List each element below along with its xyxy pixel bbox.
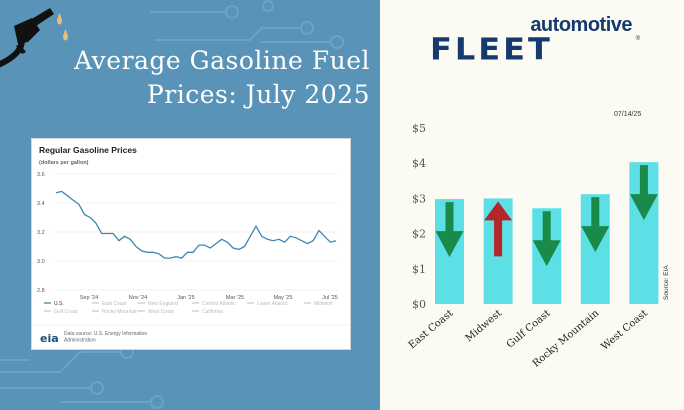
eia-logo: eia [40, 332, 59, 345]
eia-y-axis: 3.6 3.4 3.2 3.0 2.8 [37, 172, 45, 294]
eia-chart-card: Regular Gasoline Prices (dollars per gal… [31, 138, 351, 350]
eia-chart-subtitle: (dollars per gallon) [39, 160, 89, 166]
page-title: Average Gasoline Fuel Prices: July 2025 [40, 44, 370, 112]
eia-legend-item: New England [148, 301, 178, 307]
bar-y-tick-label: $4 [412, 157, 426, 170]
eia-line-chart: Regular Gasoline Prices (dollars per gal… [32, 145, 350, 345]
bar-y-tick-label: $2 [412, 228, 426, 241]
bar-y-axis: $0 $1 $2 $3 $4 $5 [412, 122, 426, 311]
eia-y-tick-label: 3.0 [37, 259, 45, 265]
eia-chart-title: Regular Gasoline Prices [39, 145, 137, 155]
eia-x-tick-label: Mar '25 [226, 295, 244, 301]
eia-legend-item: East Coast [102, 301, 127, 307]
left-panel: Average Gasoline Fuel Prices: July 2025 … [0, 0, 380, 410]
eia-x-axis: Sep '24 Nov '24 Jan '25 Mar '25 May '25 Jul '… [80, 295, 338, 301]
down-arrow-icon [581, 197, 610, 253]
automotive-fleet-logo: automotive FLEET ® [426, 14, 640, 68]
bar-x-tick-label: Gulf Coast [505, 308, 553, 351]
eia-source: Data source: U.S. Energy Information Admi… [64, 331, 147, 344]
page-title-line1: Average Gasoline Fuel [74, 46, 370, 75]
eia-x-tick-label: Nov '24 [129, 295, 147, 301]
logo-registered-mark: ® [635, 36, 640, 42]
eia-y-tick-label: 3.2 [37, 230, 45, 236]
eia-legend-item: Gulf Coast [54, 309, 78, 315]
bar-y-tick-label: $5 [412, 122, 426, 135]
eia-source-line: Administration [64, 338, 96, 344]
right-panel: automotive FLEET ® 07/14/25 $0 $1 $2 $3 $4 $5… [380, 0, 684, 410]
regional-bar-chart: 07/14/25 $0 $1 $2 $3 $4 $5 East Coast Midwest G… [407, 111, 670, 370]
eia-legend-item: U.S. [54, 301, 64, 307]
down-arrow-icon [532, 211, 561, 267]
eia-legend-item: Central Atlantic [202, 301, 236, 307]
eia-source-line: Data source: U.S. Energy Information [64, 331, 147, 337]
eia-legend: U.S. East Coast New England Central Atlanti… [44, 301, 333, 315]
eia-legend-item: California [202, 309, 223, 315]
bar-x-tick-label: West Coast [599, 308, 649, 353]
eia-legend-item: Lower Atlantic [257, 301, 289, 307]
bar-direction-arrows [435, 165, 658, 267]
page-title-line2: Prices: July 2025 [146, 80, 370, 109]
bar-y-tick-label: $3 [412, 192, 426, 205]
bar-y-tick-label: $1 [412, 263, 426, 276]
eia-grid [54, 173, 338, 291]
eia-legend-item: Rocky Mountain [102, 309, 138, 315]
up-arrow-icon [484, 201, 513, 257]
eia-x-tick-label: Jul '25 [322, 295, 338, 301]
bar-x-tick-label: East Coast [407, 308, 456, 351]
bar-source: Source: EIA [663, 265, 670, 300]
eia-y-tick-label: 2.8 [37, 288, 45, 294]
fuel-nozzle-icon [0, 8, 68, 68]
logo-main-text: FLEET [430, 30, 553, 68]
logo-top-text: automotive [530, 14, 632, 36]
eia-series-line-us [55, 190, 337, 259]
eia-x-tick-label: Jan '25 [177, 295, 195, 301]
bar-chart-date: 07/14/25 [614, 111, 641, 118]
down-arrow-icon [629, 165, 658, 221]
eia-legend-item: West Coast [148, 309, 174, 315]
eia-x-tick-label: Sep '24 [80, 295, 98, 301]
bar-x-tick-label: Midwest [464, 308, 504, 344]
down-arrow-icon [435, 202, 464, 258]
eia-y-tick-label: 3.4 [37, 201, 45, 207]
eia-x-tick-label: May '25 [273, 295, 292, 301]
eia-legend-item: Midwest [314, 301, 333, 307]
eia-y-tick-label: 3.6 [37, 172, 45, 178]
bar-y-tick-label: $0 [412, 298, 426, 311]
